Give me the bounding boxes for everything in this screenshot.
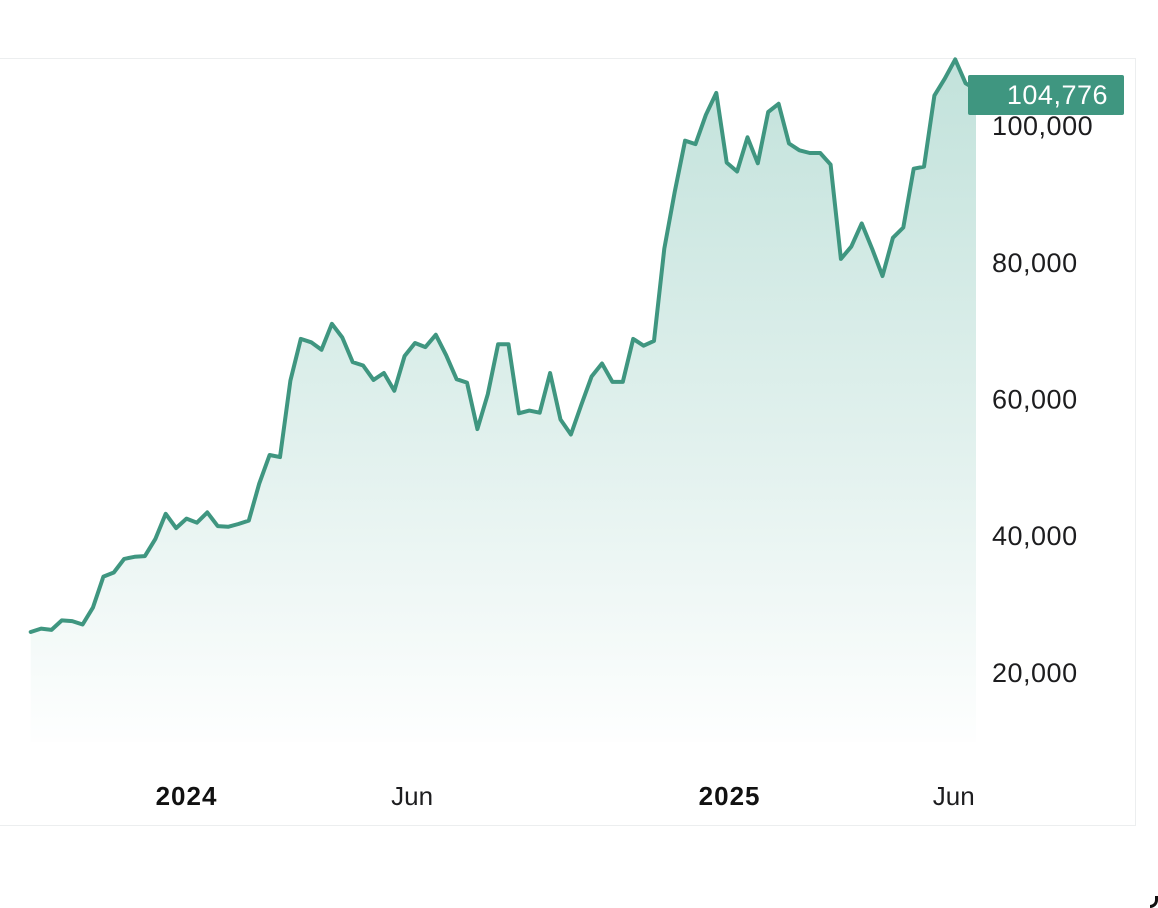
last-price-tag bbox=[968, 75, 1124, 115]
y-tick-label: 80,000 bbox=[992, 248, 1078, 278]
x-tick-label: Jun bbox=[391, 781, 433, 811]
price-line bbox=[28, 57, 978, 634]
x-tick-label: 2024 bbox=[156, 781, 218, 811]
last-price-value: 104,776 bbox=[1007, 80, 1108, 110]
y-tick-label: 60,000 bbox=[992, 385, 1078, 415]
x-tick-label: Jun bbox=[933, 781, 975, 811]
y-tick-label: 40,000 bbox=[992, 521, 1078, 551]
window-corner bbox=[1150, 896, 1158, 908]
chart-frame bbox=[0, 58, 1136, 826]
price-area bbox=[30, 59, 976, 742]
x-tick-label: 2025 bbox=[699, 781, 761, 811]
y-tick-label: 100,000 bbox=[992, 111, 1093, 141]
y-tick-label: 20,000 bbox=[992, 658, 1078, 688]
